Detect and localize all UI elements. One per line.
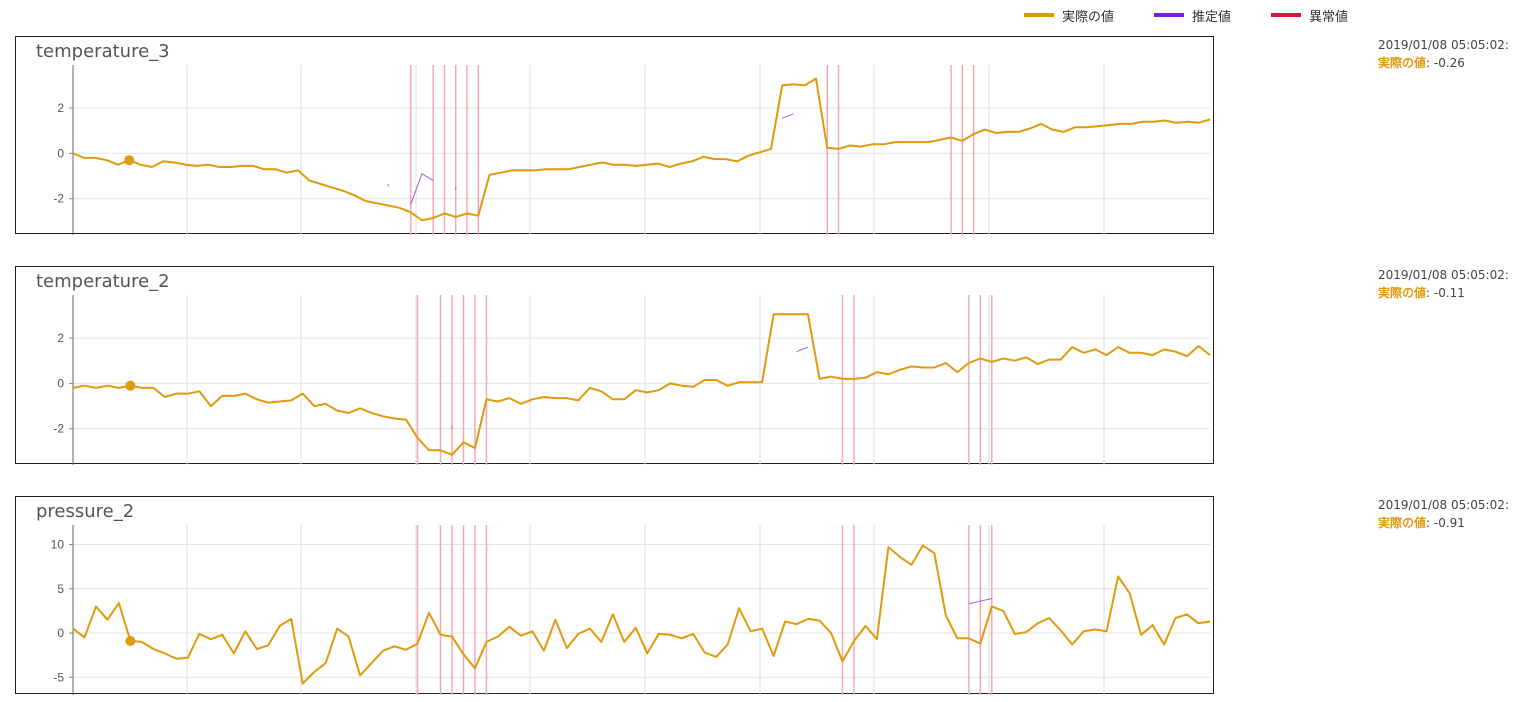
y-tick-label: -2 bbox=[53, 422, 64, 436]
legend-item-estimate[interactable]: 推定値 bbox=[1154, 6, 1232, 25]
y-tick-label: -2 bbox=[53, 192, 64, 206]
estimate-segment bbox=[782, 113, 794, 119]
legend: 実際の値 推定値 異常値 bbox=[1024, 6, 1388, 25]
y-tick-label: 0 bbox=[57, 376, 64, 390]
chart-svg: -5 0 5 10 bbox=[51, 525, 1211, 695]
y-tick-label: 0 bbox=[57, 626, 64, 640]
readout-label: 実際の値 bbox=[1378, 286, 1427, 300]
estimate-segment bbox=[968, 598, 992, 605]
y-tick-label: 2 bbox=[57, 331, 64, 345]
legend-swatch-actual bbox=[1024, 13, 1054, 17]
legend-swatch-anomaly bbox=[1271, 13, 1302, 17]
readout-value: : -0.11 bbox=[1426, 286, 1465, 300]
highlight-point bbox=[125, 635, 136, 646]
legend-item-actual[interactable]: 実際の値 bbox=[1024, 6, 1115, 25]
readout-time: 2019/01/08 05:05:02: bbox=[1378, 268, 1509, 282]
y-tick-label: -5 bbox=[53, 670, 64, 684]
readout-value: : -0.26 bbox=[1426, 56, 1465, 70]
readout-value: : -0.91 bbox=[1426, 516, 1465, 530]
chart-title: temperature_2 bbox=[36, 271, 170, 292]
highlight-point bbox=[125, 380, 136, 391]
readout-temperature-2: 2019/01/08 05:05:02: 実際の値: -0.11 bbox=[1378, 266, 1509, 302]
chart-panel-temperature-3[interactable]: -2 0 2 temperature_3 bbox=[15, 36, 1214, 235]
readout-label: 実際の値 bbox=[1378, 56, 1427, 70]
y-tick-label: 2 bbox=[57, 101, 64, 115]
chart-svg: -2 0 2 bbox=[53, 295, 1211, 465]
y-tick-label: 0 bbox=[57, 146, 64, 160]
legend-label-estimate: 推定値 bbox=[1192, 9, 1232, 25]
readout-time: 2019/01/08 05:05:02: bbox=[1378, 498, 1509, 512]
legend-label-actual: 実際の値 bbox=[1062, 9, 1115, 25]
chart-svg: -2 0 2 bbox=[53, 65, 1211, 235]
legend-swatch-estimate bbox=[1154, 13, 1185, 17]
legend-label-anomaly: 異常値 bbox=[1309, 9, 1349, 25]
chart-title: temperature_3 bbox=[36, 41, 170, 62]
estimate-segment bbox=[410, 173, 434, 205]
y-tick-label: 5 bbox=[57, 582, 64, 596]
highlight-point bbox=[124, 155, 135, 166]
y-tick-label: 10 bbox=[51, 537, 65, 551]
actual-value-line bbox=[72, 544, 1211, 685]
chart-panel-temperature-2[interactable]: -2 0 2 temperature_2 bbox=[15, 266, 1214, 465]
readout-pressure-2: 2019/01/08 05:05:02: 実際の値: -0.91 bbox=[1378, 496, 1509, 532]
readout-time: 2019/01/08 05:05:02: bbox=[1378, 38, 1509, 52]
actual-value-line bbox=[72, 77, 1211, 222]
chart-title: pressure_2 bbox=[36, 501, 135, 522]
estimate-segment bbox=[796, 346, 809, 353]
readout-temperature-3: 2019/01/08 05:05:02: 実際の値: -0.26 bbox=[1378, 36, 1509, 72]
readout-label: 実際の値 bbox=[1378, 516, 1427, 530]
actual-value-line bbox=[72, 313, 1211, 456]
legend-item-anomaly[interactable]: 異常値 bbox=[1271, 6, 1349, 25]
chart-panel-pressure-2[interactable]: -5 0 5 10 pressure_2 bbox=[15, 496, 1214, 695]
